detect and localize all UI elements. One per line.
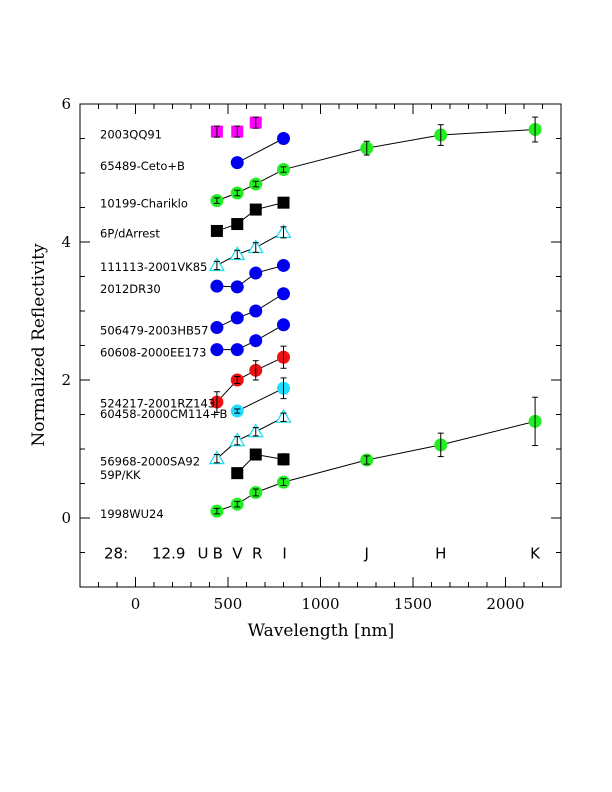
series: [210, 116, 262, 138]
x-tick-label: 1500: [394, 595, 432, 613]
band-label: V: [232, 545, 243, 563]
data-point: [277, 318, 290, 332]
band-label: I: [282, 545, 286, 563]
object-label: 60608-2000EE173: [100, 345, 206, 359]
series: [210, 287, 290, 335]
x-tick-label: 1000: [301, 595, 339, 613]
series-line: [216, 202, 284, 232]
band-label: R: [252, 545, 262, 563]
data-point: [277, 287, 290, 301]
data-point: [249, 266, 263, 280]
data-point: [230, 280, 244, 294]
series: [210, 318, 290, 357]
data-point: [277, 132, 290, 145]
object-label: 524217-2001RZ143: [100, 396, 215, 410]
data-point: [277, 258, 290, 272]
series-line: [216, 356, 284, 403]
x-tick-label: 2000: [486, 595, 524, 613]
band-label: B: [213, 545, 223, 563]
series: [208, 408, 292, 465]
series: [210, 258, 290, 294]
series: [210, 116, 542, 208]
annotation-magnitude: 12.9: [152, 545, 185, 563]
data-point: [249, 304, 263, 318]
object-label: 2003QQ91: [100, 127, 162, 141]
band-label: U: [198, 545, 209, 563]
series-line: [216, 129, 536, 202]
band-label: H: [435, 545, 446, 563]
axis-ticks: [80, 103, 561, 588]
data-point: [249, 334, 263, 348]
y-tick-label: 6: [61, 95, 71, 113]
data-point: [210, 279, 224, 293]
object-label: 6P/dArrest: [100, 227, 160, 241]
series-line: [237, 138, 284, 164]
object-label: 56968-2000SA92: [100, 454, 200, 468]
series-line: [216, 324, 284, 351]
object-label: 111113-2001VK85: [100, 260, 207, 274]
object-label: 1998WU24: [100, 507, 164, 521]
data-point: [230, 156, 244, 170]
data-point: [230, 311, 244, 325]
y-axis-title: Normalized Reflectivity: [29, 243, 49, 447]
series: [210, 196, 290, 237]
x-tick-label: 500: [214, 595, 243, 613]
series: [210, 345, 290, 413]
tick-labels: 0 500 1000 1500 2000 0 2 4 6: [61, 95, 524, 613]
x-axis-title: Wavelength [nm]: [248, 621, 395, 641]
series: [231, 448, 290, 480]
object-label: 60458-2000CM114+B: [100, 407, 228, 421]
data-point: [231, 467, 244, 480]
band-label: J: [364, 545, 369, 563]
y-tick-label: 4: [61, 233, 71, 251]
object-label: 65489-Ceto+B: [100, 159, 185, 173]
data-series: [208, 116, 542, 518]
series: [230, 132, 290, 170]
object-label: 2012DR30: [100, 282, 161, 296]
series-line: [216, 416, 284, 460]
series-line: [216, 293, 284, 329]
x-tick-label: 0: [131, 595, 141, 613]
data-point: [230, 343, 244, 357]
series: [208, 224, 292, 272]
data-point: [277, 196, 290, 209]
y-tick-label: 2: [61, 371, 71, 389]
y-tick-label: 0: [61, 509, 71, 527]
series: [210, 396, 542, 518]
series-line: [216, 420, 536, 512]
band-annotation-row: 28: 12.9 U B V R I J H K: [104, 545, 541, 563]
series: [230, 377, 290, 418]
object-labels: 2003QQ91 65489-Ceto+B 10199-Chariklo 6P/dAr…: [100, 127, 228, 521]
series-line: [216, 264, 284, 288]
object-label: 59P/KK: [100, 468, 141, 482]
annotation-prefix: 28:: [104, 545, 128, 563]
data-point: [231, 218, 244, 231]
data-point: [210, 224, 223, 237]
data-point: [210, 343, 224, 357]
data-point: [249, 203, 262, 216]
object-label: 10199-Chariklo: [100, 196, 188, 210]
series-line: [216, 231, 284, 266]
data-point: [210, 321, 224, 335]
object-label: 506479-2003HB57: [100, 323, 209, 337]
band-label: K: [530, 545, 541, 563]
series-line: [237, 387, 284, 412]
